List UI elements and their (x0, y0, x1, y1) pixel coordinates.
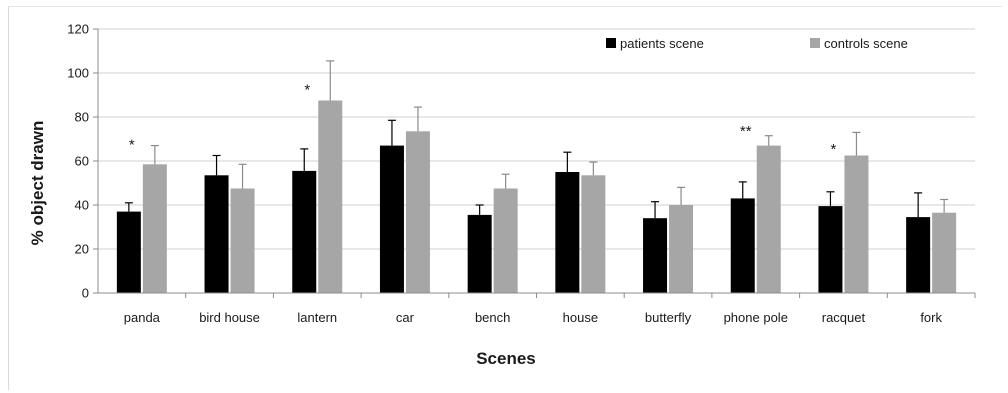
legend-label-controls: controls scene (824, 36, 908, 51)
category-label: car (396, 310, 415, 325)
bar-patients (379, 145, 404, 293)
category-label: butterfly (645, 310, 692, 325)
category-label: phone pole (724, 310, 788, 325)
bar-controls (669, 205, 694, 293)
bar-controls (142, 164, 167, 293)
legend-label-patients: patients scene (620, 36, 704, 51)
bar-patients (292, 170, 317, 293)
y-tick-label: 60 (75, 154, 89, 169)
legend-swatch-controls (810, 38, 820, 48)
category-label: lantern (297, 310, 337, 325)
y-tick-label: 20 (75, 242, 89, 257)
y-tick-label: 80 (75, 110, 89, 125)
category-label: bench (475, 310, 510, 325)
bar-controls (493, 188, 518, 293)
significance-star: ** (740, 123, 752, 140)
category-label: bird house (199, 310, 260, 325)
y-tick-label: 40 (75, 198, 89, 213)
bar-patients (116, 211, 141, 293)
significance-star: * (831, 141, 837, 158)
bars (116, 100, 957, 293)
legend: patients scene controls scene (606, 36, 908, 51)
category-labels: panda bird house lantern car bench house butte… (124, 293, 976, 325)
error-bars (124, 60, 949, 219)
y-tick-labels: 0 20 40 60 80 100 120 (67, 22, 89, 301)
bar-controls (581, 175, 606, 293)
chart-frame (8, 6, 1002, 390)
bar-patients (906, 217, 931, 293)
legend-swatch-patients (606, 38, 616, 48)
y-tick-label: 120 (67, 22, 89, 37)
bar-controls (230, 188, 255, 293)
significance-star: * (129, 136, 135, 153)
bar-patients (818, 206, 843, 293)
bar-controls (756, 145, 781, 293)
category-label: fork (920, 310, 942, 325)
y-tick-label: 0 (82, 286, 89, 301)
bar-patients (204, 175, 229, 293)
y-axis-title: % object drawn (28, 121, 47, 246)
bar-patients (467, 214, 492, 293)
bar-controls (844, 155, 869, 293)
category-label: house (563, 310, 598, 325)
bar-controls (318, 100, 343, 293)
y-tick-label: 100 (67, 66, 89, 81)
significance-star: * (304, 81, 310, 98)
significance-markers: ***** (129, 81, 837, 157)
x-axis-title: Scenes (476, 349, 536, 368)
category-label: panda (124, 310, 161, 325)
bar-controls (405, 131, 430, 293)
bar-patients (555, 172, 580, 293)
bar-controls (932, 212, 957, 293)
bar-patients (643, 218, 668, 293)
bar-patients (730, 198, 755, 293)
category-label: racquet (822, 310, 866, 325)
